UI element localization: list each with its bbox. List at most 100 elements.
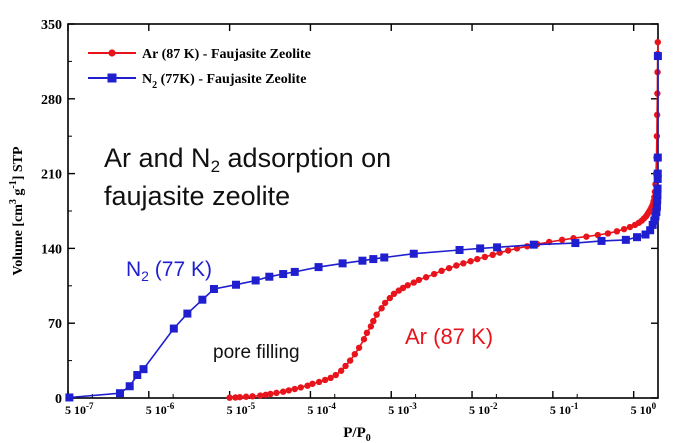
legend-label: N2 (77K) - Faujasite Zeolite xyxy=(142,72,306,91)
data-point xyxy=(651,212,660,221)
data-point xyxy=(321,376,329,384)
data-point xyxy=(265,272,274,281)
data-point xyxy=(351,350,358,358)
data-point xyxy=(653,52,662,61)
data-point xyxy=(315,378,323,386)
data-point xyxy=(641,230,650,239)
y-tick-label: 70 xyxy=(48,317,62,332)
data-point xyxy=(438,267,445,275)
data-point xyxy=(378,305,385,312)
data-point xyxy=(369,255,378,264)
data-point xyxy=(476,244,485,253)
data-point xyxy=(626,223,634,231)
data-point xyxy=(279,388,287,395)
data-point xyxy=(481,253,489,261)
annotations: Ar and N2 adsorption on faujasite zeolite… xyxy=(104,143,493,363)
data-point xyxy=(409,249,418,258)
data-point xyxy=(474,255,481,263)
data-point xyxy=(597,236,606,245)
data-point xyxy=(257,392,264,399)
data-point xyxy=(650,216,659,225)
data-point xyxy=(648,220,657,229)
x-tick-label: 5 10-6 xyxy=(146,401,175,417)
data-point xyxy=(342,362,349,370)
data-point xyxy=(291,385,298,393)
data-point xyxy=(198,295,207,304)
data-point xyxy=(290,267,299,276)
data-point xyxy=(613,228,621,235)
data-point xyxy=(279,270,288,279)
data-point xyxy=(404,282,411,289)
data-point xyxy=(65,393,74,402)
legend-label: Ar (87 K) - Faujasite Zeolite xyxy=(142,47,311,62)
data-point xyxy=(381,299,389,307)
data-point xyxy=(652,208,661,217)
pore-filling-label: pore filling xyxy=(213,342,300,363)
data-point xyxy=(209,285,218,294)
data-point xyxy=(652,202,661,211)
y-tick-label: 210 xyxy=(41,168,62,183)
data-point xyxy=(373,311,380,318)
data-point xyxy=(133,371,142,380)
x-tick-label: 5 10-2 xyxy=(469,401,498,417)
data-point xyxy=(125,382,134,391)
data-point xyxy=(360,336,368,343)
data-point xyxy=(571,239,580,248)
data-point xyxy=(370,317,377,325)
data-point xyxy=(267,390,274,398)
data-point xyxy=(621,235,630,244)
data-point xyxy=(285,387,293,394)
data-point xyxy=(399,284,407,292)
data-point xyxy=(226,394,233,401)
data-point xyxy=(232,280,241,289)
data-point xyxy=(493,243,502,252)
y-tick-label: 350 xyxy=(41,18,62,33)
data-point xyxy=(523,243,531,250)
data-point xyxy=(558,236,566,244)
n2-77k-series xyxy=(65,52,662,402)
data-point xyxy=(604,230,612,237)
data-point xyxy=(583,233,590,240)
data-point xyxy=(314,263,323,272)
headline-line1: Ar and N2 adsorption on xyxy=(104,143,391,176)
data-point xyxy=(594,231,602,239)
data-point xyxy=(467,258,474,265)
legend-marker xyxy=(107,73,117,83)
legend-marker xyxy=(108,49,116,57)
data-point xyxy=(654,38,661,46)
data-point xyxy=(653,184,662,193)
data-point xyxy=(422,274,430,281)
x-tick-label: 5 10-3 xyxy=(388,401,417,417)
data-point xyxy=(653,190,662,199)
ar-curve-label: Ar (87 K) xyxy=(405,324,493,349)
y-tick-label: 0 xyxy=(55,392,62,407)
data-point xyxy=(337,367,345,374)
data-point xyxy=(251,276,260,285)
legend-entry: Ar (87 K) - Faujasite Zeolite xyxy=(88,47,311,62)
data-point xyxy=(338,259,347,268)
data-point xyxy=(620,225,628,233)
data-point xyxy=(646,226,655,235)
data-point xyxy=(445,264,453,272)
series-layer xyxy=(65,38,662,402)
data-point xyxy=(169,324,178,333)
data-point xyxy=(430,270,438,278)
legend: Ar (87 K) - Faujasite Zeolite N2 (77K) - … xyxy=(88,47,311,91)
data-point xyxy=(236,393,244,401)
y-tick-label: 140 xyxy=(41,242,62,257)
data-point xyxy=(489,251,496,259)
data-point xyxy=(633,233,642,242)
data-point xyxy=(249,393,256,400)
y-tick-label: 280 xyxy=(41,93,62,108)
x-tick-label: 5 10-5 xyxy=(227,401,256,417)
data-point xyxy=(390,290,398,298)
data-point xyxy=(363,329,371,337)
headline-line2: faujasite zeolite xyxy=(104,181,290,211)
x-tick-label: 5 10-4 xyxy=(307,401,336,417)
data-point xyxy=(653,169,662,178)
data-point xyxy=(327,374,334,382)
data-point xyxy=(358,256,367,265)
data-point xyxy=(453,262,460,269)
data-point xyxy=(455,246,464,255)
